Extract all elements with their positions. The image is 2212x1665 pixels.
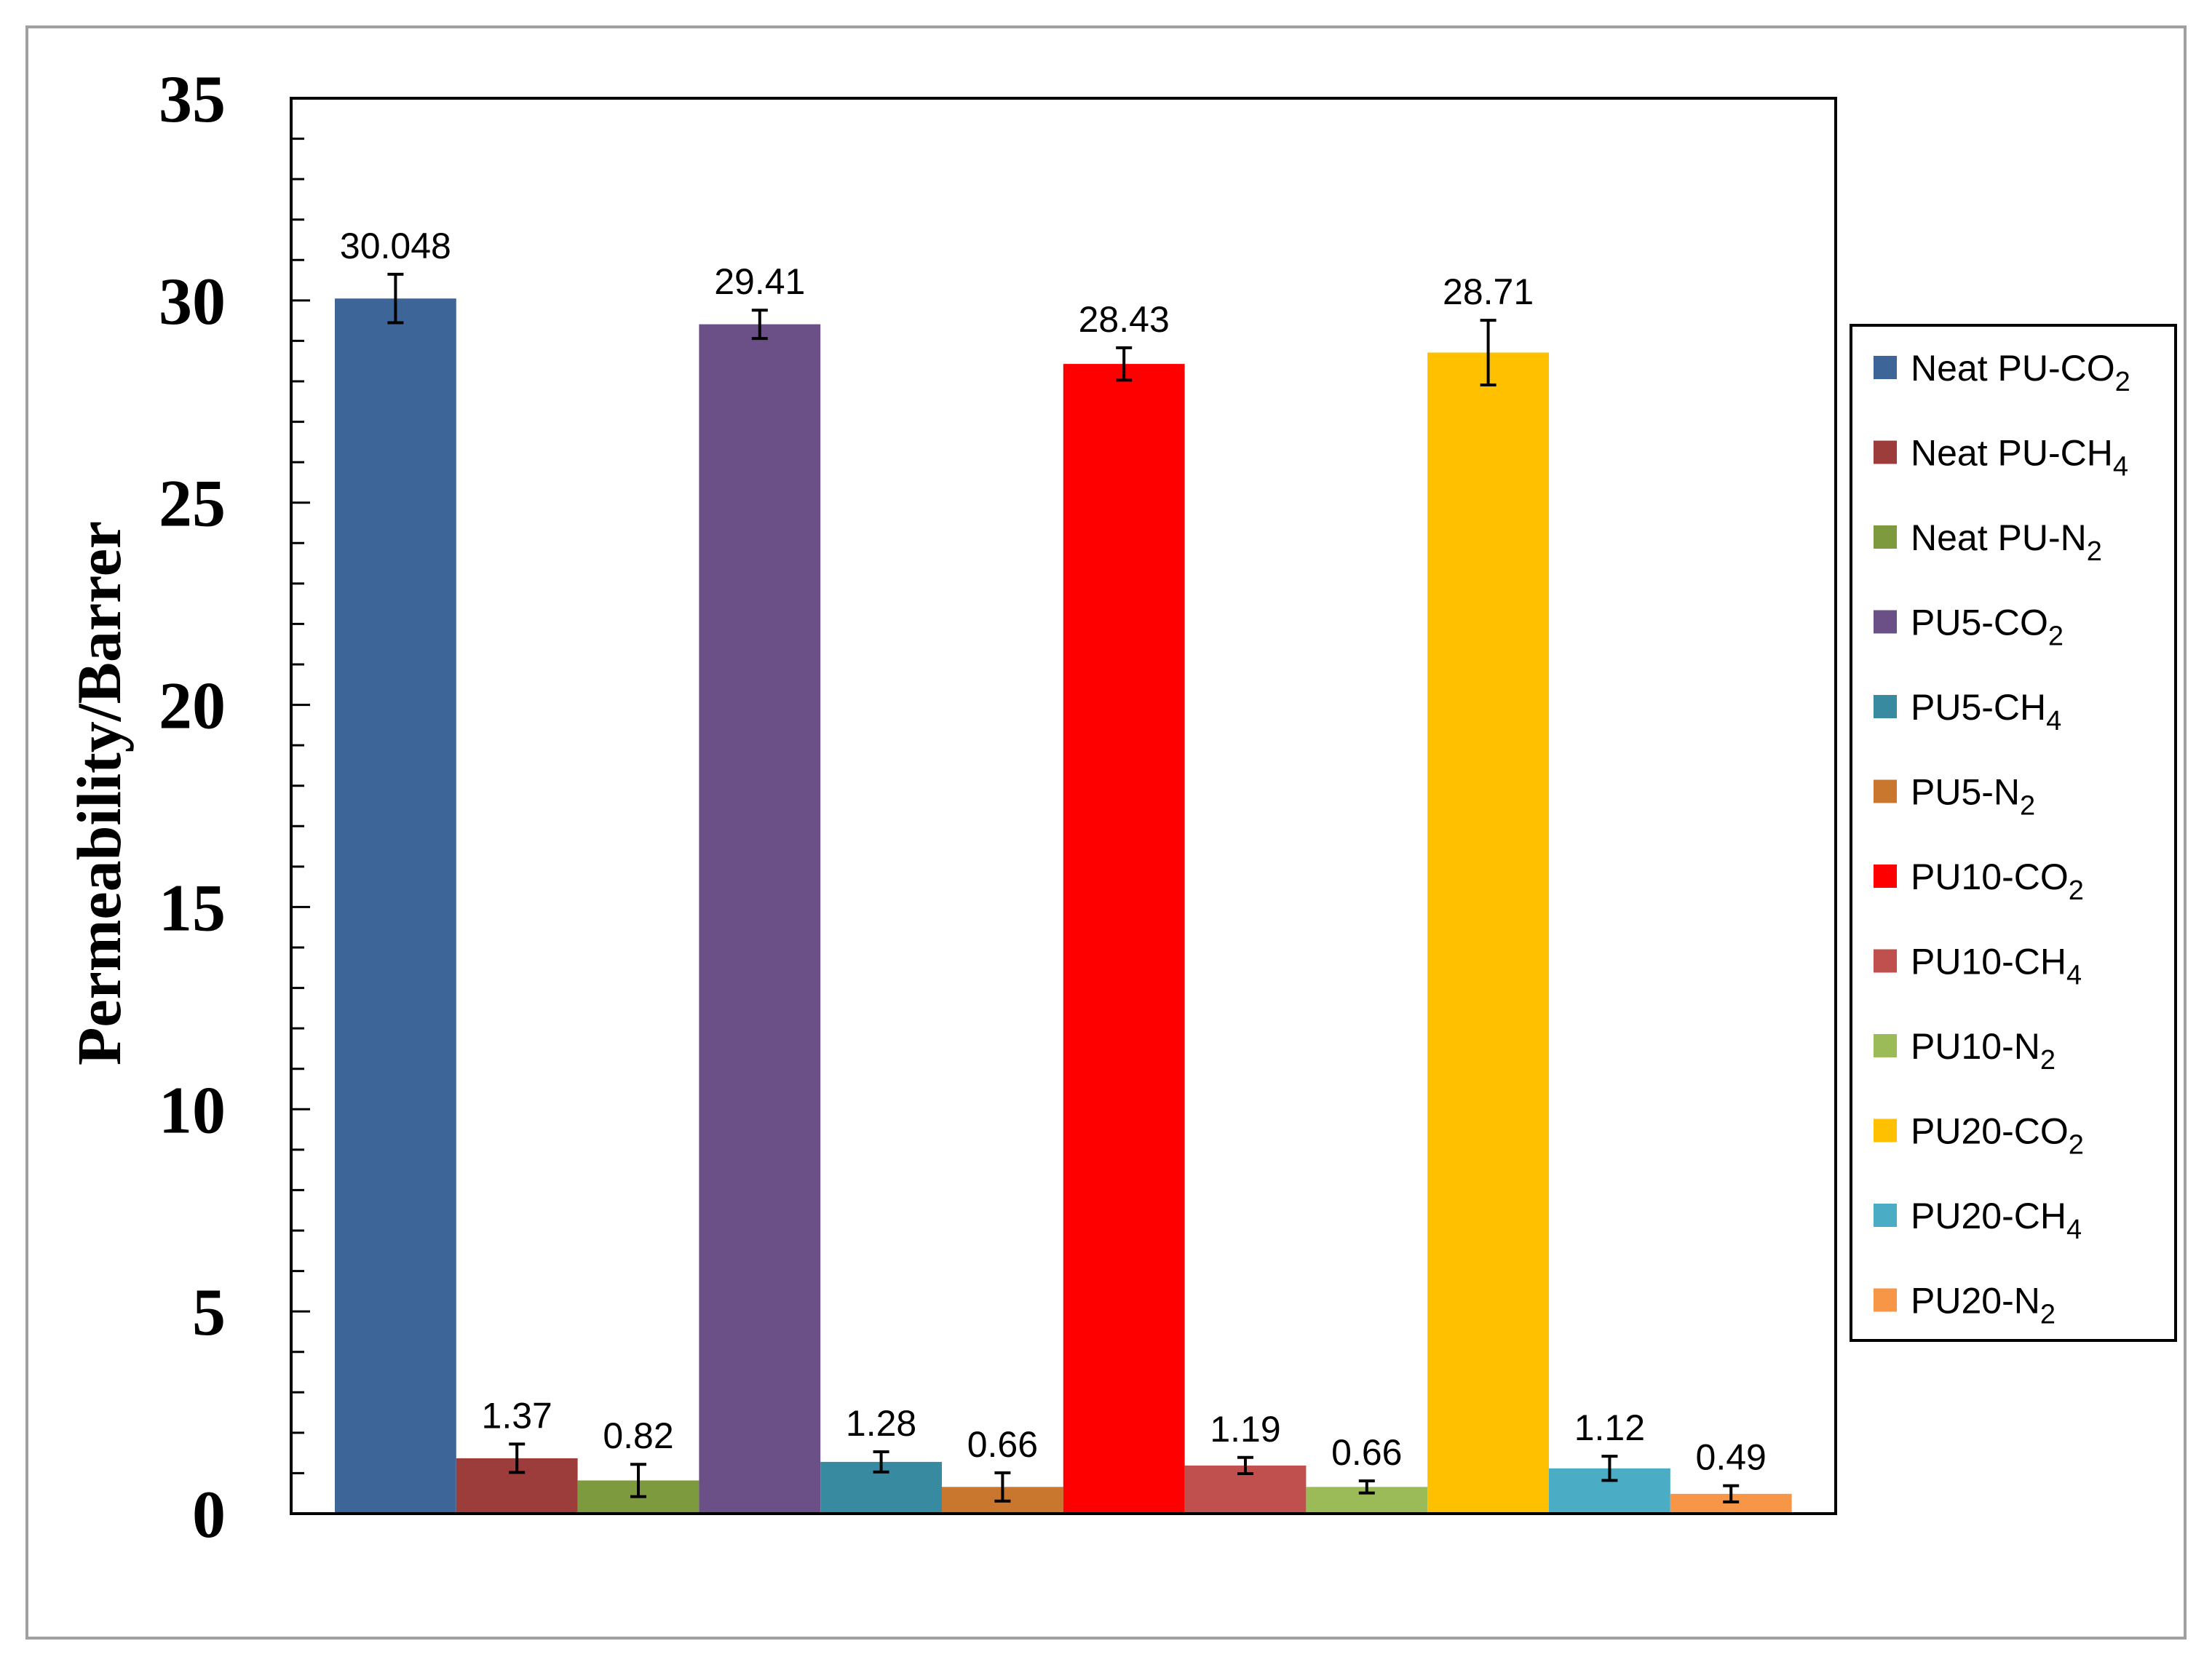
data-label: 28.43 <box>1079 299 1170 340</box>
data-label: 1.28 <box>846 1403 916 1444</box>
legend-swatch <box>1874 610 1897 634</box>
figure-frame <box>25 25 2187 1640</box>
error-bar <box>1601 1455 1618 1482</box>
error-bar <box>873 1450 889 1474</box>
y-tick-label: 30 <box>159 264 226 338</box>
plot-area-border <box>290 97 1837 1515</box>
legend-box <box>1850 324 2177 1342</box>
legend-swatch <box>1874 865 1897 888</box>
legend-swatch <box>1874 1288 1897 1312</box>
bar <box>1063 364 1185 1514</box>
error-bar <box>751 309 768 341</box>
error-bar <box>1358 1479 1375 1495</box>
y-tick-label: 20 <box>159 669 226 743</box>
data-label: 0.82 <box>603 1415 673 1456</box>
legend-swatch <box>1874 1204 1897 1227</box>
error-bar <box>509 1442 526 1474</box>
y-tick-label: 25 <box>159 466 226 541</box>
y-tick-label: 5 <box>192 1275 226 1349</box>
y-tick-label: 35 <box>159 62 226 136</box>
error-bar <box>630 1463 646 1498</box>
y-axis-ticks <box>291 97 310 1515</box>
error-bar <box>1480 319 1497 387</box>
legend-swatch <box>1874 525 1897 549</box>
legend-swatch <box>1874 779 1897 803</box>
bar <box>1427 352 1549 1514</box>
legend-swatch <box>1874 695 1897 718</box>
data-labels-layer: 30.048 1.37 0.82 29.41 1.28 0.66 28.43 1.19 0.66… <box>340 226 1767 1478</box>
bar <box>699 324 821 1514</box>
y-tick-label: 0 <box>192 1477 226 1551</box>
data-label: 0.66 <box>1331 1432 1402 1473</box>
data-label: 1.12 <box>1574 1407 1645 1448</box>
error-bars-layer <box>387 272 1740 1503</box>
legend-swatch <box>1874 1118 1897 1143</box>
y-axis-tick-labels: 0 5 10 15 20 25 30 35 <box>159 62 226 1551</box>
error-bar <box>1237 1455 1253 1475</box>
y-tick-label: 10 <box>159 1073 226 1147</box>
legend-swatch <box>1874 949 1897 973</box>
data-label: 0.49 <box>1696 1437 1767 1478</box>
error-bar <box>1116 346 1133 382</box>
y-tick-label: 15 <box>159 870 226 945</box>
bars-layer <box>335 298 1792 1514</box>
data-label: 1.37 <box>482 1395 552 1436</box>
data-label: 1.19 <box>1210 1409 1280 1450</box>
data-label: 0.66 <box>967 1424 1038 1465</box>
legend-swatch <box>1874 1034 1897 1057</box>
y-axis-title: Permeability/Barrer <box>64 521 134 1065</box>
legend-swatch <box>1874 356 1897 379</box>
error-bar <box>994 1471 1011 1503</box>
legend-swatch <box>1874 440 1897 464</box>
error-bar <box>1723 1484 1740 1503</box>
data-label: 29.41 <box>714 261 805 302</box>
bar <box>335 298 456 1514</box>
data-label: 28.71 <box>1443 271 1534 312</box>
data-label: 30.048 <box>340 226 451 266</box>
error-bar <box>387 272 404 325</box>
